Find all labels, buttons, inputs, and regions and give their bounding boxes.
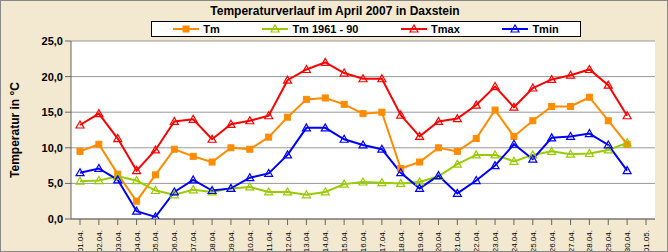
svg-text:0,0: 0,0 bbox=[48, 213, 63, 225]
svg-text:19.04.: 19.04. bbox=[416, 230, 425, 251]
svg-text:03.04.: 03.04. bbox=[114, 230, 123, 251]
svg-text:Temperatur in °C: Temperatur in °C bbox=[8, 82, 22, 178]
svg-text:07.04.: 07.04. bbox=[189, 230, 198, 251]
html-text:Tm 1961 - 90: Tm 1961 - 90 bbox=[292, 23, 359, 35]
html-text:Tmax: Tmax bbox=[431, 23, 460, 35]
svg-text:04.04.: 04.04. bbox=[133, 230, 142, 251]
svg-text:08.04.: 08.04. bbox=[208, 230, 217, 251]
svg-text:20,0: 20,0 bbox=[42, 71, 63, 83]
html-text:Tm: Tm bbox=[203, 23, 220, 35]
svg-text:23.04.: 23.04. bbox=[491, 230, 500, 251]
svg-text:22.04.: 22.04. bbox=[472, 230, 481, 251]
svg-text:15.04.: 15.04. bbox=[340, 230, 349, 251]
svg-text:24.04.: 24.04. bbox=[510, 230, 519, 251]
svg-text:25.04.: 25.04. bbox=[529, 230, 538, 251]
svg-text:21.04.: 21.04. bbox=[453, 230, 462, 251]
svg-text:10,0: 10,0 bbox=[42, 142, 63, 154]
html-text:Temperaturverlauf im April 200: Temperaturverlauf im April 2007 in Daxst… bbox=[210, 4, 460, 18]
svg-text:27.04.: 27.04. bbox=[567, 230, 576, 251]
svg-text:02.04.: 02.04. bbox=[95, 230, 104, 251]
svg-text:01.05.: 01.05. bbox=[642, 230, 651, 251]
html-text:Tmin: Tmin bbox=[532, 23, 559, 35]
svg-text:18.04.: 18.04. bbox=[397, 230, 406, 251]
svg-text:5,0: 5,0 bbox=[48, 177, 63, 189]
svg-text:09.04.: 09.04. bbox=[227, 230, 236, 251]
svg-text:10.04.: 10.04. bbox=[246, 230, 255, 251]
svg-text:26.04.: 26.04. bbox=[548, 230, 557, 251]
svg-text:15,0: 15,0 bbox=[42, 106, 63, 118]
svg-text:14.04.: 14.04. bbox=[321, 230, 330, 251]
svg-text:16.04.: 16.04. bbox=[359, 230, 368, 251]
svg-text:05.04.: 05.04. bbox=[151, 230, 160, 251]
svg-text:25,0: 25,0 bbox=[42, 35, 63, 47]
svg-text:01.04.: 01.04. bbox=[76, 230, 85, 251]
svg-text:11.04.: 11.04. bbox=[265, 230, 274, 251]
svg-text:30.04.: 30.04. bbox=[623, 230, 632, 251]
svg-text:06.04.: 06.04. bbox=[170, 230, 179, 251]
svg-text:20.04.: 20.04. bbox=[434, 230, 443, 251]
svg-text:12.04.: 12.04. bbox=[284, 230, 293, 251]
svg-text:17.04.: 17.04. bbox=[378, 230, 387, 251]
svg-text:28.04.: 28.04. bbox=[585, 230, 594, 251]
svg-text:13.04.: 13.04. bbox=[302, 230, 311, 251]
svg-text:29.04.: 29.04. bbox=[604, 230, 613, 251]
